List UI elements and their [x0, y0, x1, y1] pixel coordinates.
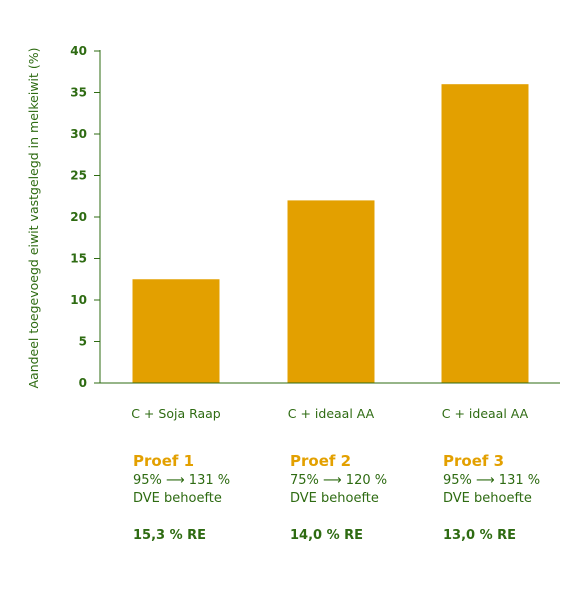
trial-1-block: Proef 1 95% ⟶ 131 % DVE behoefte 15,3 % …	[133, 452, 283, 543]
trial-1-re: 15,3 % RE	[133, 528, 207, 543]
x-category-label-3: C + ideaal AA	[442, 406, 529, 421]
trial-2-dve-range: 75% ⟶ 120 %	[290, 473, 388, 488]
y-axis-title: Aandeel toegevoegd eiwit vastgelegd in m…	[26, 47, 41, 388]
trial-2-block: Proef 2 75% ⟶ 120 % DVE behoefte 14,0 % …	[290, 452, 440, 543]
y-tick-label-5: 5	[79, 335, 87, 349]
y-tick-label-20: 20	[70, 210, 87, 224]
x-category-label-1: C + Soja Raap	[131, 406, 221, 421]
trial-3-dve-label: DVE behoefte	[443, 491, 532, 506]
trial-2-dve-label: DVE behoefte	[290, 491, 379, 506]
y-tick-label-15: 15	[70, 252, 87, 266]
trial-1-dve-range: 95% ⟶ 131 %	[133, 473, 231, 488]
bar-2	[287, 200, 375, 383]
x-category-label-2: C + ideaal AA	[288, 406, 375, 421]
trial-3-dve-range: 95% ⟶ 131 %	[443, 473, 541, 488]
bar-3	[441, 84, 529, 383]
trial-3-name: Proef 3	[443, 452, 505, 470]
trial-2-re: 14,0 % RE	[290, 528, 364, 543]
trial-2-name: Proef 2	[290, 452, 352, 470]
y-tick-label-35: 35	[70, 86, 87, 100]
trial-3-block: Proef 3 95% ⟶ 131 % DVE behoefte 13,0 % …	[443, 452, 567, 543]
trial-1-dve-label: DVE behoefte	[133, 491, 222, 506]
y-tick-label-25: 25	[70, 169, 87, 183]
bar-1	[132, 279, 220, 383]
y-tick-label-30: 30	[70, 127, 87, 141]
trial-3-re: 13,0 % RE	[443, 528, 517, 543]
y-tick-label-10: 10	[70, 293, 87, 307]
bar-chart: Aandeel toegevoegd eiwit vastgelegd in m…	[26, 44, 560, 421]
y-tick-label-40: 40	[70, 44, 87, 58]
y-tick-label-0: 0	[79, 376, 87, 390]
trial-1-name: Proef 1	[133, 452, 195, 470]
